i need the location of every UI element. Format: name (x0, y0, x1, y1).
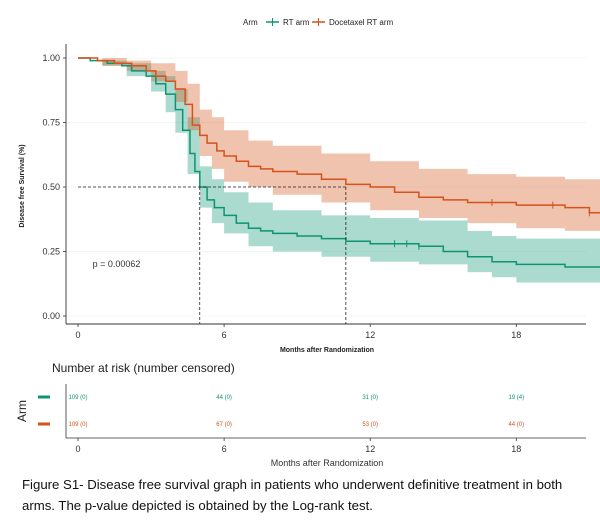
median-guides (78, 186, 347, 324)
risk-cell: 67 (0) (216, 422, 232, 428)
p-value-annotation: p = 0.00062 (93, 259, 141, 269)
axes: 0.000.250.500.751.00061218243036 (42, 44, 586, 340)
risk-x-tick-label: 0 (75, 444, 80, 454)
risk-x-tick-label: 12 (365, 444, 375, 454)
x-tick-label: 18 (511, 330, 521, 340)
risk-cell: 31 (0) (362, 395, 378, 401)
risk-cell: 44 (0) (216, 395, 232, 401)
risk-cell: 19 (4) (508, 395, 524, 401)
risk-cell: 53 (0) (362, 422, 378, 428)
risk-table-x-label: Months after Randomization (271, 458, 384, 468)
risk-cell: 44 (0) (508, 422, 524, 428)
legend-key-rt (266, 18, 279, 26)
x-tick-label: 0 (75, 330, 80, 340)
risk-cell: 109 (0) (68, 395, 87, 401)
risk-cell: 109 (0) (68, 422, 87, 428)
figure-caption: Figure S1- Disease free survival graph i… (22, 477, 563, 513)
legend-label-rt: RT arm (283, 18, 310, 27)
y-tick-label: 0.25 (42, 247, 60, 257)
risk-table-title: Number at risk (number censored) (52, 361, 235, 375)
risk-x-tick-label: 18 (511, 444, 521, 454)
y-axis-label: Disease free Survival (%) (19, 144, 26, 227)
risk-x-tick-label: 6 (222, 444, 227, 454)
risk-legend-keys (38, 395, 50, 426)
y-tick-label: 1.00 (42, 53, 60, 63)
legend-title: Arm (243, 18, 258, 27)
legend: Arm RT arm Docetaxel RT arm (243, 18, 394, 27)
risk-table-y-label: Arm (15, 400, 29, 422)
legend-label-docetaxel: Docetaxel RT arm (329, 18, 394, 27)
y-tick-label: 0.75 (42, 118, 60, 128)
censor-marks (394, 198, 590, 250)
legend-key-docetaxel (312, 18, 325, 26)
x-axis-label: Months after Randomization (280, 347, 374, 354)
y-tick-label: 0.00 (42, 311, 60, 321)
risk-table: 109 (0)44 (0)31 (0)19 (4)17 (5)13 (9)11 … (68, 395, 524, 428)
survival-curves (78, 57, 600, 268)
risk-table-axis: 061218243036 (65, 384, 586, 454)
x-tick-label: 12 (365, 330, 375, 340)
y-tick-label: 0.50 (42, 182, 60, 192)
curve-docetaxel (78, 57, 600, 214)
confidence-bands (78, 58, 600, 283)
ci-band-rt (78, 58, 600, 283)
x-tick-label: 6 (222, 330, 227, 340)
ci-band-docetaxel (78, 58, 600, 231)
survival-figure: Arm RT arm Docetaxel RT arm 0.00 0.25 0.50… (15, 18, 600, 468)
curve-rt (78, 57, 600, 268)
